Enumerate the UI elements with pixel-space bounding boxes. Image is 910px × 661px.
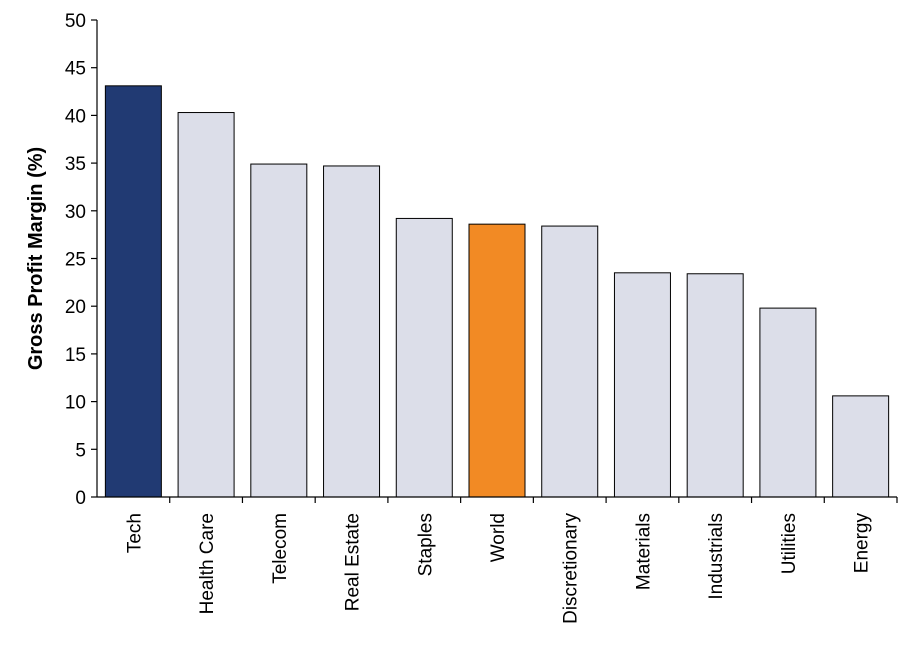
y-tick-label: 20 [65, 297, 86, 318]
bar-discretionary [541, 225, 599, 498]
x-category-label: Tech [124, 513, 145, 553]
bar-energy [832, 395, 890, 498]
y-tick-label: 30 [65, 202, 86, 223]
bars [104, 85, 890, 498]
y-tick-label: 35 [65, 154, 86, 175]
bar-health-care [177, 112, 235, 498]
bar-real-estate [323, 165, 381, 498]
x-category-label: Discretionary [561, 513, 582, 624]
bar-world [468, 223, 526, 498]
x-category-label: Telecom [270, 513, 291, 584]
y-axis-ticks: 0 5 10 15 20 25 30 35 40 45 50 [65, 11, 97, 509]
y-tick-label: 50 [65, 11, 86, 32]
x-category-label: Materials [633, 513, 654, 590]
bar-telecom [250, 163, 308, 498]
x-category-label: Health Care [197, 513, 218, 614]
x-category-label: World [488, 513, 509, 562]
x-category-label: Utilities [779, 513, 800, 574]
y-tick-label: 45 [65, 59, 86, 80]
x-axis-labels: Tech Health Care Telecom Real Estate Staples… [124, 497, 898, 624]
y-tick-label: 40 [65, 106, 86, 127]
bar-utilities [759, 307, 817, 498]
x-category-label: Real Estate [343, 513, 364, 611]
x-category-label: Industrials [706, 513, 727, 600]
bar-tech [104, 85, 162, 498]
bar-staples [395, 217, 453, 498]
y-tick-label: 25 [65, 250, 86, 271]
y-tick-label: 15 [65, 345, 86, 366]
x-category-label: Energy [852, 513, 873, 574]
y-tick-label: 0 [75, 488, 86, 509]
bar-industrials [686, 273, 744, 498]
bar-materials [613, 272, 671, 498]
x-category-label: Staples [415, 513, 436, 576]
y-axis-title: Gross Profit Margin (%) [25, 147, 47, 370]
y-tick-label: 10 [65, 393, 86, 414]
y-tick-label: 5 [75, 440, 86, 461]
